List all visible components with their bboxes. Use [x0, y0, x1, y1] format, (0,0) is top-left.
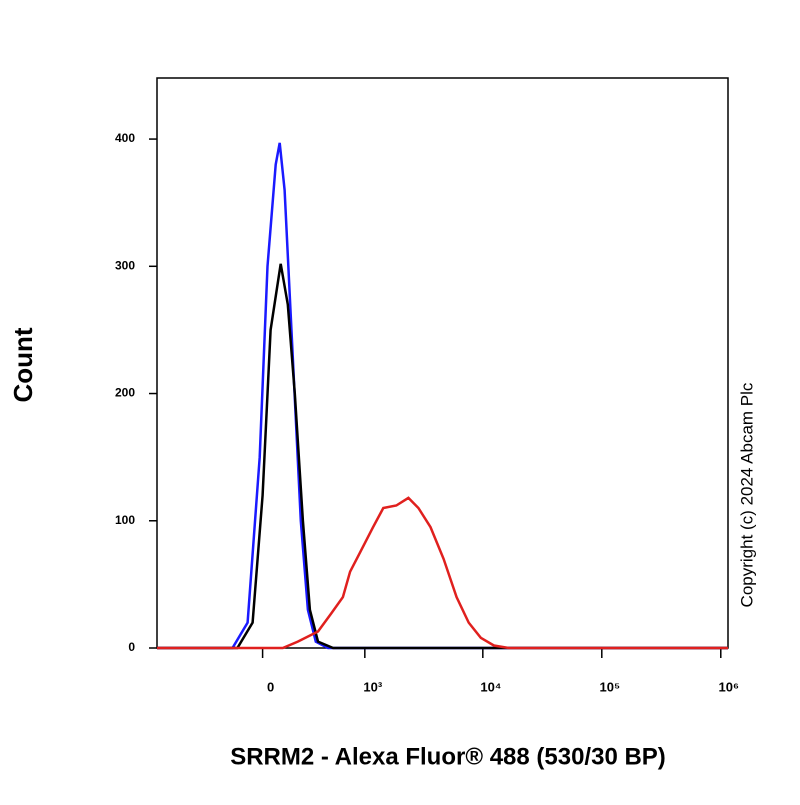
x-tick-label: 10⁴: [480, 679, 501, 694]
plot-frame: [156, 77, 729, 649]
histogram-line: [157, 263, 728, 650]
x-tick-label: 10³: [363, 679, 382, 694]
y-axis-label: Count: [8, 327, 38, 402]
y-tick-label: 0: [128, 640, 135, 654]
x-tick-label: 0: [267, 679, 274, 694]
x-tick-label: 10⁵: [600, 679, 621, 694]
histogram-line: [157, 142, 728, 650]
x-tick-label: 10⁶: [719, 679, 739, 694]
x-axis-label: SRRM2 - Alexa Fluor® 488 (530/30 BP): [230, 743, 666, 770]
y-tick-label: 200: [115, 386, 135, 400]
copyright: Copyright (c) 2024 Abcam Plc: [737, 382, 756, 607]
histogram-line: [157, 496, 728, 650]
y-tick-label: 300: [115, 258, 135, 272]
y-tick-label: 100: [115, 513, 135, 527]
y-tick-label: 400: [115, 131, 135, 145]
